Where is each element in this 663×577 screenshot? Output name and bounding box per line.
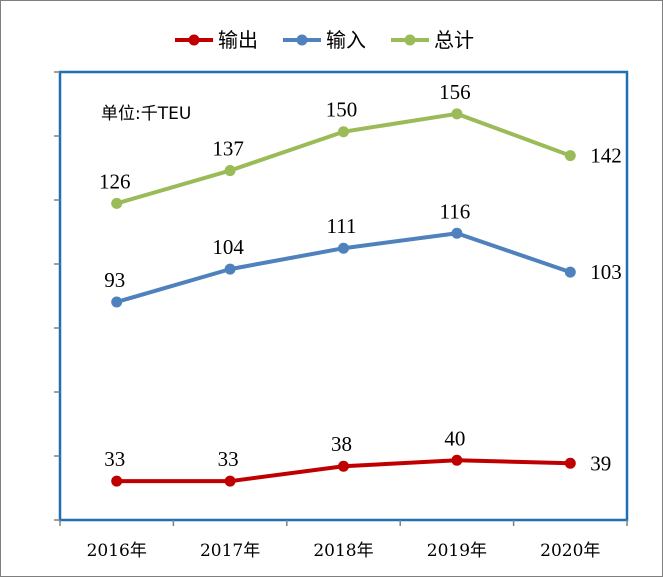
- series-1: 93 104 111 116 103: [104, 199, 622, 308]
- legend-item: 总计: [391, 28, 474, 52]
- data-point: [224, 475, 236, 487]
- data-label: 38: [331, 432, 352, 456]
- data-point: [451, 454, 463, 466]
- data-point: [564, 150, 576, 162]
- data-label: 103: [590, 260, 622, 284]
- legend-item: 输入: [283, 28, 366, 52]
- data-point: [564, 266, 576, 278]
- data-label: 111: [327, 214, 357, 238]
- x-tick-label: 2017年: [200, 541, 260, 561]
- legend-marker: [404, 34, 416, 46]
- data-point: [338, 126, 349, 138]
- x-tick-label: 2016年: [87, 541, 147, 561]
- plot-area: [58, 70, 629, 522]
- data-point: [111, 197, 123, 209]
- legend-label: 总计: [434, 28, 474, 52]
- data-label: 104: [212, 235, 244, 259]
- data-label: 137: [212, 137, 244, 161]
- series-0: 33 33 38 40 39: [104, 426, 611, 487]
- data-label: 156: [439, 80, 471, 104]
- data-point: [338, 460, 349, 472]
- legend-marker: [188, 34, 200, 46]
- series-layer: 33 33 38 40 39 93 104 111 116 103 126 137 150 156 142: [99, 80, 622, 487]
- data-point: [564, 457, 576, 469]
- x-tick-label: 2019年: [427, 541, 487, 561]
- data-label: 150: [326, 98, 358, 122]
- data-label: 40: [444, 426, 465, 450]
- data-label: 116: [440, 199, 471, 223]
- axes: 2016年 2017年 2018年 2019年 2020年: [54, 71, 628, 561]
- legend: 输出 输入 总计: [175, 28, 474, 52]
- data-label: 33: [218, 447, 239, 471]
- data-point: [338, 242, 349, 254]
- data-point: [224, 165, 236, 177]
- data-point: [111, 475, 123, 487]
- legend-label: 输入: [326, 28, 366, 52]
- data-point: [224, 263, 236, 275]
- data-point: [451, 108, 463, 120]
- legend-marker: [296, 34, 308, 46]
- x-tick-label: 2020年: [540, 541, 600, 561]
- series-2: 126 137 150 156 142: [99, 80, 622, 209]
- legend-label: 输出: [218, 28, 258, 52]
- data-point: [451, 227, 463, 239]
- data-label: 39: [590, 451, 611, 475]
- data-point: [111, 296, 123, 308]
- unit-label: 单位:千TEU: [101, 104, 191, 124]
- legend-item: 输出: [175, 28, 258, 52]
- data-label: 142: [590, 144, 622, 168]
- data-label: 126: [99, 169, 131, 193]
- data-label: 93: [104, 268, 125, 292]
- x-tick-label: 2018年: [313, 541, 373, 561]
- data-label: 33: [104, 447, 125, 471]
